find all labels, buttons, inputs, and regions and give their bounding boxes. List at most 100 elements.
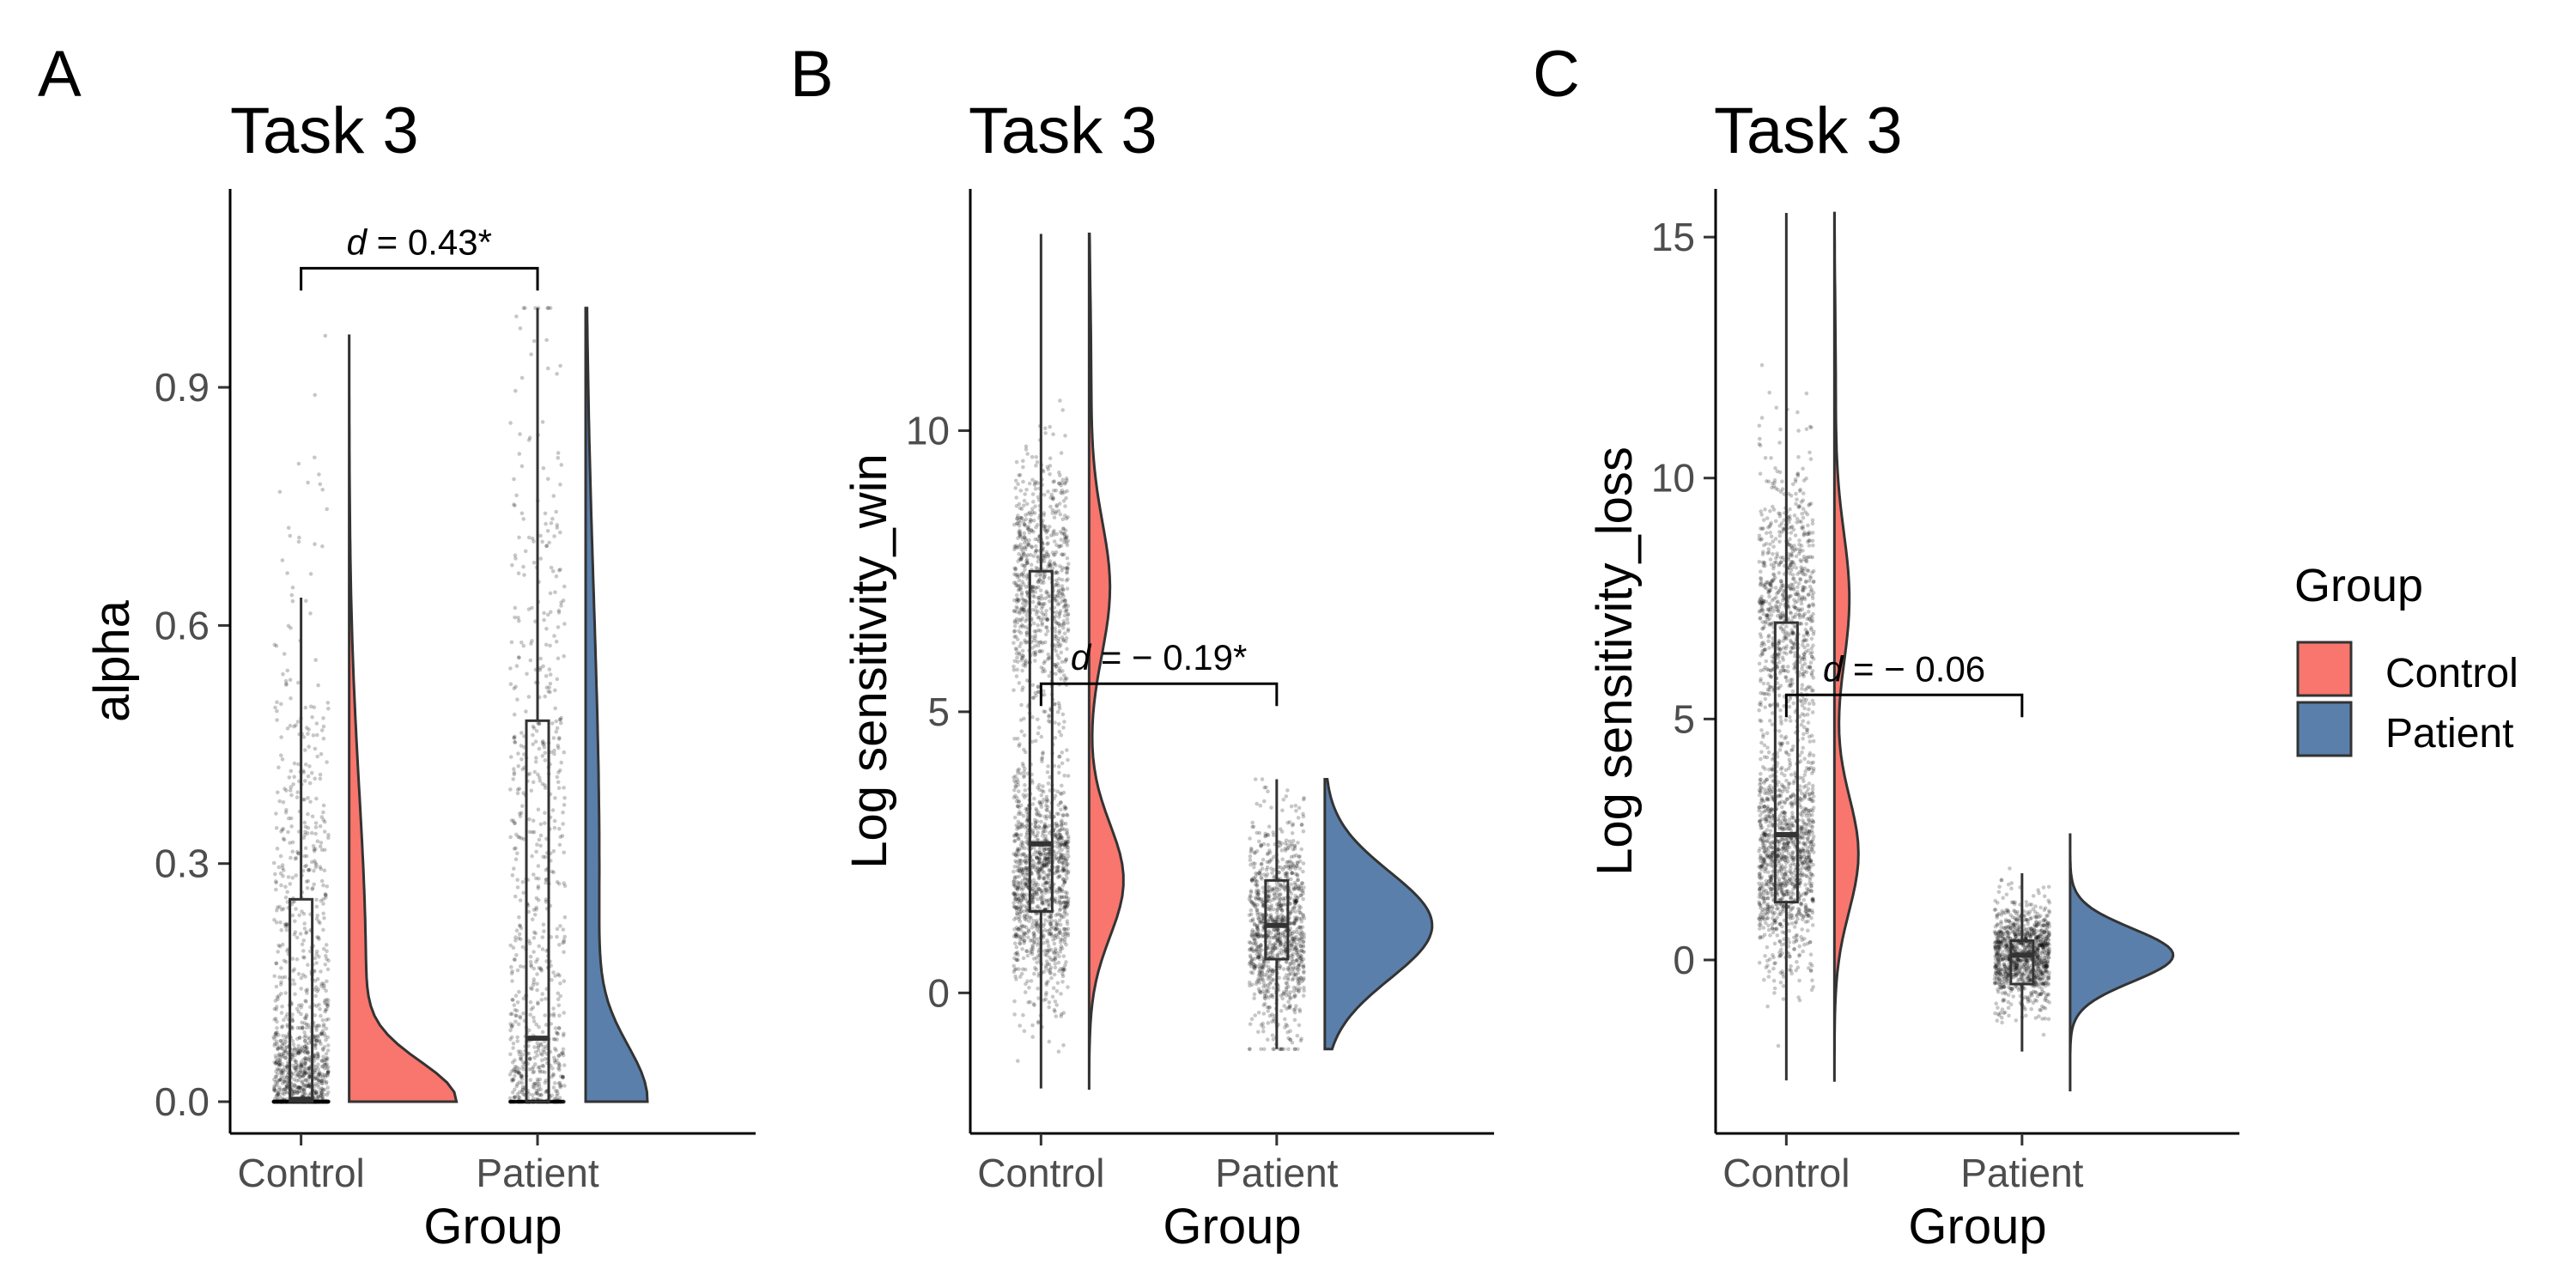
data-point — [272, 1099, 277, 1104]
data-point — [536, 807, 541, 812]
data-point — [274, 1069, 278, 1073]
data-point — [519, 757, 524, 762]
data-point — [1063, 598, 1068, 603]
data-point — [316, 987, 321, 992]
data-point — [1034, 544, 1038, 549]
data-point — [316, 1072, 321, 1077]
data-point — [518, 898, 523, 902]
data-point — [1064, 942, 1068, 947]
data-point — [325, 701, 331, 705]
data-point — [519, 640, 524, 645]
data-point — [562, 796, 567, 800]
data-point — [306, 774, 311, 779]
data-point — [1020, 947, 1024, 951]
data-point — [1058, 530, 1063, 534]
data-point — [275, 1099, 280, 1103]
data-point — [315, 732, 319, 738]
data-point — [272, 1006, 277, 1012]
data-point — [296, 1090, 301, 1094]
data-point — [556, 745, 561, 750]
data-point — [551, 1085, 556, 1090]
data-point — [1057, 754, 1061, 759]
data-point — [316, 1099, 320, 1104]
data-point — [556, 451, 561, 455]
data-point — [275, 1099, 279, 1104]
data-point — [1061, 726, 1066, 730]
data-point — [273, 1079, 278, 1084]
data-point — [323, 1074, 328, 1079]
data-point — [526, 607, 532, 611]
data-point — [1060, 865, 1066, 869]
data-point — [322, 1099, 327, 1104]
data-point — [301, 973, 306, 977]
data-point — [540, 947, 545, 951]
data-point — [321, 1099, 326, 1104]
data-point — [509, 640, 514, 645]
data-point — [1022, 733, 1027, 738]
data-point — [538, 822, 544, 827]
data-point — [1047, 868, 1052, 872]
data-point — [324, 1099, 329, 1104]
data-point — [1059, 451, 1064, 455]
data-point — [515, 885, 520, 890]
data-point — [1030, 477, 1035, 483]
data-point — [284, 1099, 289, 1104]
data-point — [286, 875, 291, 879]
data-point — [1023, 967, 1028, 972]
data-point — [319, 1031, 324, 1036]
data-point — [290, 1048, 295, 1053]
data-point — [277, 1099, 283, 1104]
data-point — [562, 750, 567, 755]
data-point — [1012, 580, 1017, 585]
significance-bracket — [300, 266, 539, 291]
data-point — [296, 1051, 301, 1056]
data-point — [1060, 783, 1064, 788]
data-point — [519, 511, 525, 516]
data-point — [325, 1001, 331, 1005]
data-point — [296, 1009, 301, 1014]
data-point — [273, 1031, 278, 1036]
data-point — [1032, 594, 1036, 599]
data-point — [317, 1038, 322, 1043]
data-point — [552, 634, 556, 638]
data-point — [278, 854, 283, 859]
data-point — [290, 1092, 295, 1097]
data-point — [325, 1070, 331, 1075]
data-point — [291, 978, 295, 982]
data-point — [1016, 482, 1020, 486]
data-point — [528, 954, 533, 959]
data-point — [1014, 592, 1019, 598]
data-point — [294, 1060, 298, 1065]
data-point — [285, 1099, 289, 1104]
data-point — [548, 672, 553, 677]
data-point — [292, 933, 297, 937]
data-point — [283, 1099, 288, 1104]
data-point — [562, 786, 566, 790]
data-point — [272, 1099, 277, 1104]
data-point — [1014, 495, 1018, 500]
data-point — [314, 1099, 319, 1104]
data-point — [1022, 1029, 1027, 1034]
data-point — [1039, 734, 1044, 739]
data-point — [508, 1052, 513, 1057]
data-point — [325, 1006, 329, 1012]
data-point — [283, 1099, 288, 1104]
data-point — [318, 844, 323, 849]
data-point — [1045, 629, 1050, 634]
data-point — [302, 1060, 307, 1066]
data-point — [322, 1022, 326, 1027]
data-point — [281, 1071, 286, 1075]
data-point — [1024, 949, 1029, 953]
data-point — [280, 1091, 285, 1096]
data-point — [304, 1071, 308, 1076]
data-point — [1057, 706, 1062, 711]
data-point — [1283, 1017, 1287, 1022]
data-point — [516, 751, 520, 756]
data-point — [324, 1099, 328, 1104]
data-point — [302, 833, 307, 837]
data-point — [271, 1099, 276, 1104]
data-point — [313, 1099, 318, 1104]
data-point — [1290, 831, 1295, 835]
data-point — [317, 1099, 321, 1104]
data-point — [284, 788, 289, 793]
